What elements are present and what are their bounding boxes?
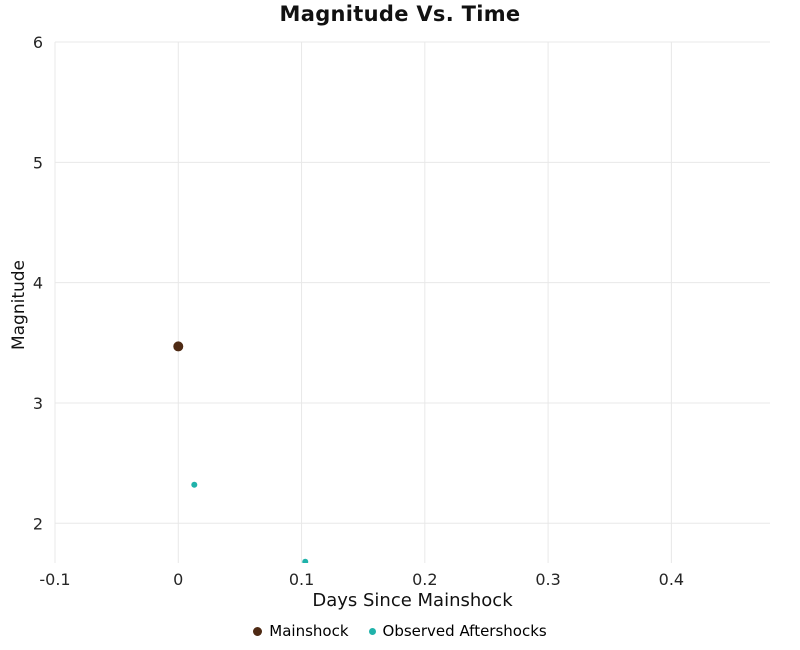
legend-label-aftershocks: Observed Aftershocks (382, 622, 547, 640)
legend-label-mainshock: Mainshock (269, 622, 349, 640)
svg-text:0.1: 0.1 (289, 570, 314, 589)
svg-text:0.2: 0.2 (412, 570, 437, 589)
legend-item-mainshock: Mainshock (253, 622, 349, 640)
y-axis-label: Magnitude (9, 259, 29, 351)
svg-text:-0.1: -0.1 (39, 570, 70, 589)
svg-text:5: 5 (33, 153, 43, 172)
legend: Mainshock Observed Aftershocks (0, 622, 800, 640)
svg-text:6: 6 (33, 33, 43, 52)
svg-text:4: 4 (33, 274, 43, 293)
mainshock-marker-icon (253, 626, 263, 636)
svg-text:2: 2 (33, 514, 43, 533)
svg-text:0.4: 0.4 (659, 570, 684, 589)
svg-text:3: 3 (33, 394, 43, 413)
svg-text:0.3: 0.3 (535, 570, 560, 589)
legend-item-aftershocks: Observed Aftershocks (368, 622, 547, 640)
x-axis-label: Days Since Mainshock (312, 590, 513, 611)
aftershock-marker-icon (368, 627, 376, 635)
svg-text:0: 0 (173, 570, 183, 589)
chart-title: Magnitude Vs. Time (279, 2, 521, 26)
